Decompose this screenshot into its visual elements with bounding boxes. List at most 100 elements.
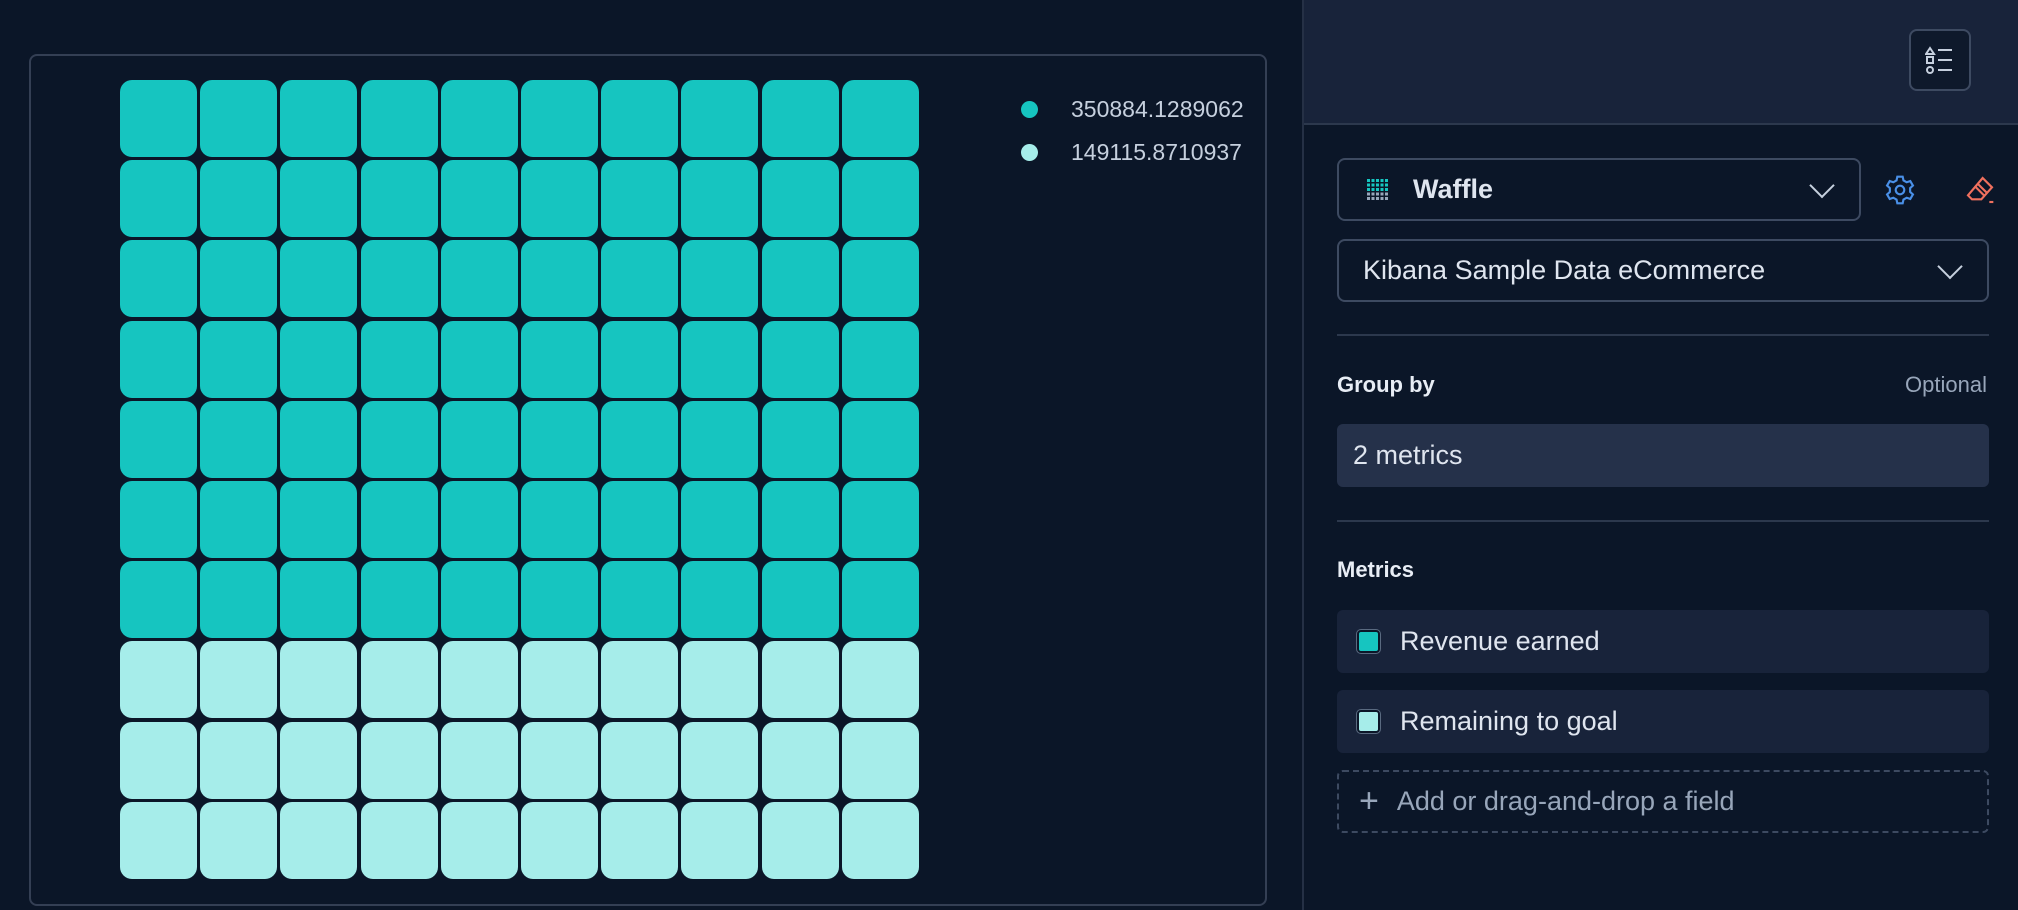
waffle-cell[interactable] xyxy=(440,721,518,799)
waffle-cell[interactable] xyxy=(681,561,759,639)
waffle-cell[interactable] xyxy=(601,481,679,558)
waffle-cell[interactable] xyxy=(280,320,358,398)
waffle-cell[interactable] xyxy=(761,481,839,558)
waffle-cell[interactable] xyxy=(440,160,518,238)
waffle-cell[interactable] xyxy=(360,320,438,398)
waffle-cell[interactable] xyxy=(360,801,438,879)
data-view-select[interactable]: Kibana Sample Data eCommerce xyxy=(1337,239,1989,302)
waffle-cell[interactable] xyxy=(280,160,358,238)
waffle-cell[interactable] xyxy=(280,240,358,318)
waffle-cell[interactable] xyxy=(120,481,197,558)
waffle-cell[interactable] xyxy=(280,721,358,799)
waffle-cell[interactable] xyxy=(681,320,759,398)
waffle-cell[interactable] xyxy=(120,801,197,879)
waffle-cell[interactable] xyxy=(601,721,679,799)
waffle-cell[interactable] xyxy=(120,80,197,157)
color-swatch[interactable] xyxy=(1356,709,1381,734)
metric-remaining-to-goal[interactable]: Remaining to goal xyxy=(1337,690,1989,753)
waffle-cell[interactable] xyxy=(360,641,438,719)
waffle-cell[interactable] xyxy=(601,801,679,879)
waffle-cell[interactable] xyxy=(761,160,839,238)
waffle-cell[interactable] xyxy=(681,801,759,879)
add-field-button[interactable]: + Add or drag-and-drop a field xyxy=(1337,770,1989,833)
waffle-cell[interactable] xyxy=(440,80,518,157)
waffle-cell[interactable] xyxy=(200,561,278,639)
waffle-cell[interactable] xyxy=(601,240,679,318)
waffle-cell[interactable] xyxy=(761,641,839,719)
waffle-cell[interactable] xyxy=(280,801,358,879)
waffle-cell[interactable] xyxy=(601,80,679,157)
waffle-cell[interactable] xyxy=(681,240,759,318)
waffle-cell[interactable] xyxy=(601,320,679,398)
waffle-cell[interactable] xyxy=(280,80,358,157)
waffle-cell[interactable] xyxy=(120,561,197,639)
waffle-cell[interactable] xyxy=(841,641,919,719)
waffle-cell[interactable] xyxy=(360,240,438,318)
waffle-cell[interactable] xyxy=(681,160,759,238)
waffle-cell[interactable] xyxy=(841,721,919,799)
group-by-field[interactable]: 2 metrics xyxy=(1337,424,1989,487)
waffle-cell[interactable] xyxy=(841,400,919,478)
waffle-cell[interactable] xyxy=(440,561,518,639)
waffle-cell[interactable] xyxy=(841,801,919,879)
waffle-cell[interactable] xyxy=(841,160,919,238)
waffle-cell[interactable] xyxy=(841,561,919,639)
waffle-cell[interactable] xyxy=(120,721,197,799)
waffle-cell[interactable] xyxy=(761,721,839,799)
waffle-cell[interactable] xyxy=(280,400,358,478)
legend-item[interactable]: 149115.8710937 xyxy=(1021,139,1271,166)
waffle-cell[interactable] xyxy=(521,561,598,639)
color-swatch[interactable] xyxy=(1356,629,1381,654)
waffle-cell[interactable] xyxy=(521,641,598,719)
waffle-cell[interactable] xyxy=(761,320,839,398)
waffle-cell[interactable] xyxy=(841,240,919,318)
waffle-cell[interactable] xyxy=(521,721,598,799)
waffle-cell[interactable] xyxy=(360,160,438,238)
waffle-cell[interactable] xyxy=(120,400,197,478)
waffle-cell[interactable] xyxy=(440,481,518,558)
waffle-cell[interactable] xyxy=(521,320,598,398)
waffle-cell[interactable] xyxy=(521,801,598,879)
waffle-cell[interactable] xyxy=(200,721,278,799)
legend-item[interactable]: 350884.1289062 xyxy=(1021,96,1271,123)
chart-type-select[interactable]: Waffle xyxy=(1337,158,1861,221)
waffle-cell[interactable] xyxy=(280,481,358,558)
metric-revenue-earned[interactable]: Revenue earned xyxy=(1337,610,1989,673)
waffle-cell[interactable] xyxy=(521,240,598,318)
waffle-cell[interactable] xyxy=(521,160,598,238)
legend-toggle-button[interactable] xyxy=(1909,29,1971,91)
waffle-cell[interactable] xyxy=(200,400,278,478)
waffle-cell[interactable] xyxy=(841,80,919,157)
waffle-cell[interactable] xyxy=(521,400,598,478)
waffle-cell[interactable] xyxy=(280,561,358,639)
waffle-cell[interactable] xyxy=(601,400,679,478)
waffle-cell[interactable] xyxy=(120,240,197,318)
waffle-cell[interactable] xyxy=(761,561,839,639)
waffle-cell[interactable] xyxy=(120,320,197,398)
waffle-cell[interactable] xyxy=(681,641,759,719)
waffle-cell[interactable] xyxy=(120,641,197,719)
waffle-cell[interactable] xyxy=(601,641,679,719)
waffle-cell[interactable] xyxy=(841,481,919,558)
waffle-cell[interactable] xyxy=(200,240,278,318)
waffle-cell[interactable] xyxy=(120,160,197,238)
waffle-cell[interactable] xyxy=(440,801,518,879)
waffle-cell[interactable] xyxy=(601,160,679,238)
waffle-cell[interactable] xyxy=(761,801,839,879)
waffle-cell[interactable] xyxy=(200,80,278,157)
waffle-cell[interactable] xyxy=(521,481,598,558)
waffle-cell[interactable] xyxy=(200,160,278,238)
waffle-cell[interactable] xyxy=(440,641,518,719)
waffle-cell[interactable] xyxy=(521,80,598,157)
waffle-cell[interactable] xyxy=(440,400,518,478)
waffle-cell[interactable] xyxy=(761,240,839,318)
waffle-cell[interactable] xyxy=(761,80,839,157)
gear-icon[interactable] xyxy=(1884,174,1916,206)
waffle-cell[interactable] xyxy=(761,400,839,478)
waffle-cell[interactable] xyxy=(200,801,278,879)
waffle-cell[interactable] xyxy=(200,481,278,558)
waffle-cell[interactable] xyxy=(601,561,679,639)
waffle-cell[interactable] xyxy=(681,80,759,157)
waffle-cell[interactable] xyxy=(360,481,438,558)
waffle-cell[interactable] xyxy=(440,320,518,398)
